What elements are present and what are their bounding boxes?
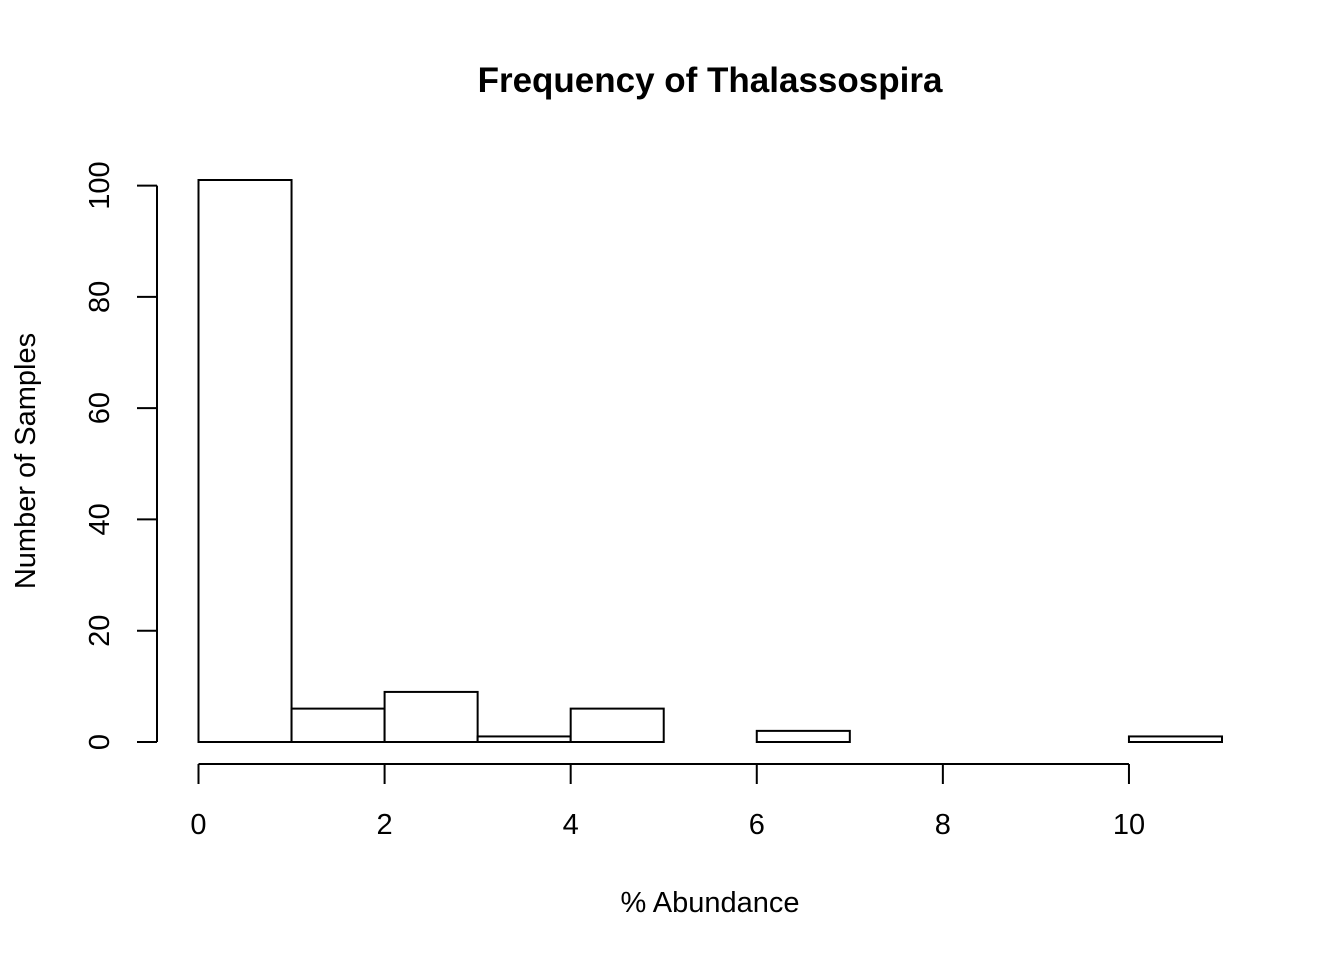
x-tick-label: 6 [749, 809, 765, 841]
x-axis-label: % Abundance [621, 887, 800, 919]
y-tick-label: 80 [84, 281, 116, 313]
x-tick-label: 2 [377, 809, 393, 841]
histogram-bar [197, 179, 293, 743]
chart-title: Frequency of Thalassospira [478, 61, 943, 100]
histogram-bar [290, 707, 386, 744]
histogram-bar [755, 729, 851, 743]
histogram-bar [476, 735, 572, 744]
y-tick-label: 0 [84, 734, 116, 750]
y-tick-label: 100 [84, 161, 116, 209]
x-tick-label: 10 [1113, 809, 1145, 841]
y-tick-label: 60 [84, 392, 116, 424]
y-axis: 0 20 40 60 80 100 [84, 161, 158, 750]
x-axis: 0 2 4 6 8 10 [190, 763, 1145, 841]
histogram-bar [383, 690, 479, 743]
y-tick-label: 20 [84, 615, 116, 647]
histogram-bar [1127, 735, 1224, 744]
x-tick-label: 4 [563, 809, 579, 841]
x-tick-label: 0 [190, 809, 206, 841]
x-tick-label: 8 [935, 809, 951, 841]
bars-group [197, 179, 1224, 744]
histogram-bar [569, 707, 665, 744]
y-axis-label: Number of Samples [10, 333, 42, 589]
y-tick-label: 40 [84, 503, 116, 535]
